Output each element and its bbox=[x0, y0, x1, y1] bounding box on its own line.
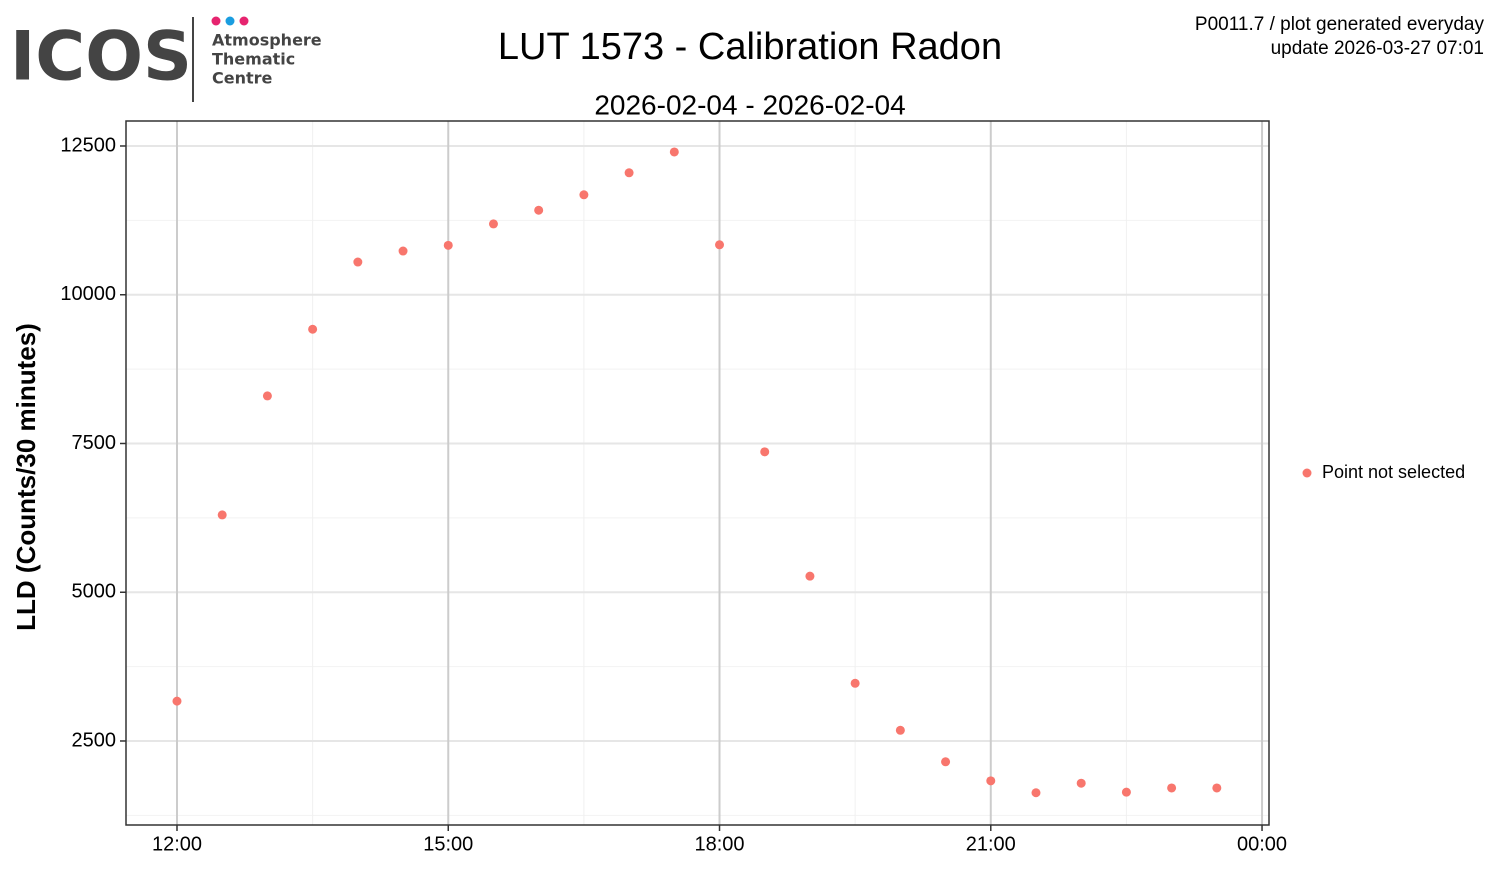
point bbox=[353, 257, 363, 267]
point bbox=[941, 757, 951, 767]
point bbox=[398, 246, 408, 256]
point bbox=[1031, 788, 1041, 798]
point bbox=[308, 324, 318, 334]
point bbox=[172, 696, 182, 706]
info-line: update 2026-03-27 07:01 bbox=[1271, 38, 1484, 59]
y-axis-label: LLD (Counts/30 minutes) bbox=[11, 323, 41, 631]
legend-label: Point not selected bbox=[1322, 462, 1465, 482]
point bbox=[534, 205, 544, 215]
x-tick-label: 15:00 bbox=[423, 833, 473, 855]
point bbox=[1076, 778, 1086, 788]
chart-title: LUT 1573 - Calibration Radon bbox=[498, 26, 1002, 68]
point bbox=[986, 776, 996, 786]
point bbox=[715, 240, 725, 250]
logo-line: Atmosphere bbox=[212, 31, 322, 50]
chart-subtitle: 2026-02-04 - 2026-02-04 bbox=[594, 89, 905, 120]
point bbox=[805, 571, 815, 581]
info-line: P0011.7 / plot generated everyday bbox=[1195, 14, 1485, 35]
y-tick-label: 5000 bbox=[72, 581, 117, 603]
point bbox=[669, 147, 679, 157]
logo-dot bbox=[239, 16, 249, 26]
x-tick-label: 18:00 bbox=[694, 833, 744, 855]
point bbox=[850, 678, 860, 688]
point bbox=[760, 447, 770, 457]
point bbox=[895, 725, 905, 735]
y-tick-label: 2500 bbox=[72, 729, 117, 751]
logo-name: ICOS bbox=[10, 18, 192, 97]
point bbox=[1167, 783, 1177, 793]
x-tick-label: 00:00 bbox=[1237, 833, 1287, 855]
point bbox=[488, 219, 498, 229]
logo-line: Thematic bbox=[212, 50, 295, 69]
y-tick-label: 7500 bbox=[72, 432, 117, 454]
point bbox=[1212, 783, 1222, 793]
point bbox=[217, 510, 227, 520]
plot-border bbox=[125, 120, 1270, 826]
point bbox=[624, 168, 634, 178]
y-tick-label: 12500 bbox=[60, 134, 116, 156]
x-tick-label: 12:00 bbox=[152, 833, 202, 855]
point bbox=[262, 391, 272, 401]
point bbox=[1121, 787, 1131, 797]
logo-line: Centre bbox=[212, 69, 273, 88]
legend-marker bbox=[1302, 468, 1312, 478]
logo-dot bbox=[211, 16, 221, 26]
y-tick-label: 10000 bbox=[60, 283, 116, 305]
point bbox=[443, 240, 453, 250]
point bbox=[579, 190, 589, 200]
logo-dot bbox=[225, 16, 235, 26]
x-tick-label: 21:00 bbox=[966, 833, 1016, 855]
